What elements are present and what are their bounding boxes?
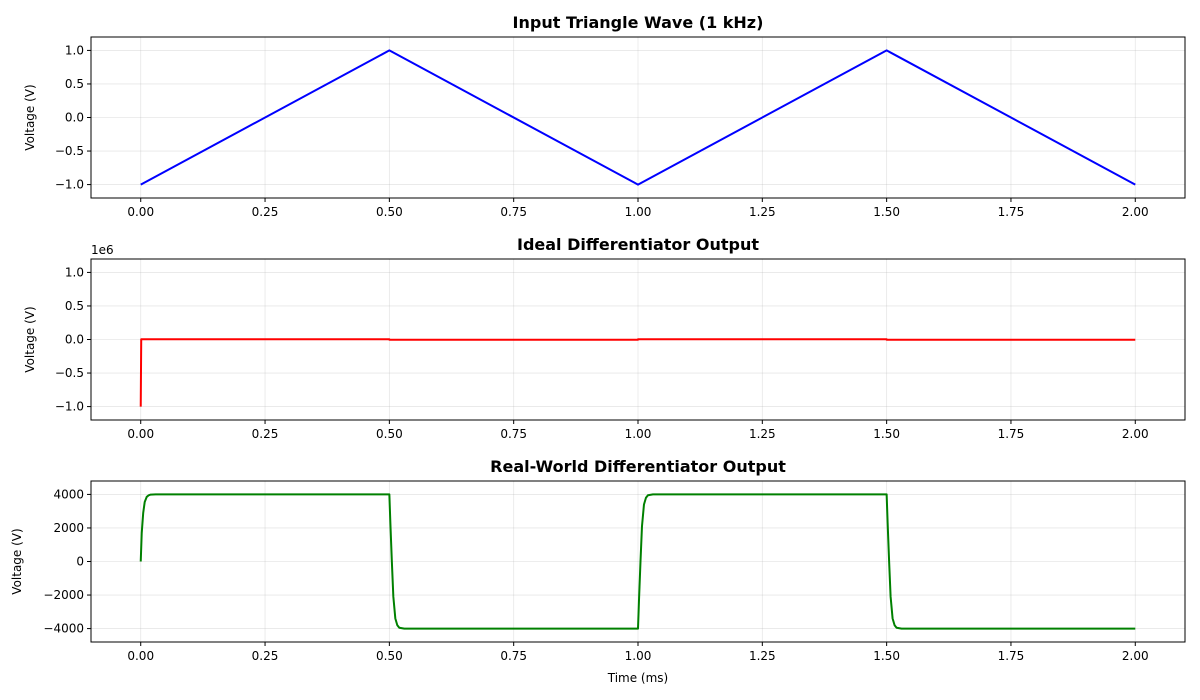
y-tick-label: −2000 [43, 588, 84, 602]
series-line-1 [139, 493, 1136, 630]
series-line-1 [140, 49, 1136, 186]
x-tick-label: 0.50 [376, 649, 403, 663]
y-axis-label: Voltage (V) [23, 84, 37, 150]
x-tick-label: 1.25 [749, 649, 776, 663]
x-tick-label: 0.25 [252, 427, 279, 441]
y-tick-label: 2000 [53, 521, 84, 535]
x-tick-label: 0.00 [127, 427, 154, 441]
y-tick-label: 1.0 [65, 43, 84, 57]
x-tick-label: 0.75 [500, 427, 527, 441]
x-tick-label: 1.75 [998, 427, 1025, 441]
x-tick-label: 1.50 [873, 649, 900, 663]
x-tick-label: 1.50 [873, 427, 900, 441]
x-tick-label: 0.75 [500, 649, 527, 663]
subplot-3: 0.00 0.25 0.50 0.75 1.00 1.25 1.50 1.75 2.00 −400… [10, 457, 1186, 685]
x-tick-label: 1.25 [749, 427, 776, 441]
chart-title: Ideal Differentiator Output [517, 235, 759, 254]
x-tick-label: 1.00 [625, 205, 652, 219]
subplot-1: 0.00 0.25 0.50 0.75 1.00 1.25 1.50 1.75 2.00 −1.0… [23, 13, 1186, 219]
x-tick-label: 1.50 [873, 205, 900, 219]
chart-title: Input Triangle Wave (1 kHz) [513, 13, 764, 32]
x-tick-label: 2.00 [1122, 205, 1149, 219]
y-tick-label: −0.5 [55, 366, 84, 380]
chart-title: Real-World Differentiator Output [490, 457, 786, 476]
x-tick-label: 0.25 [252, 649, 279, 663]
x-tick-label: 1.75 [998, 649, 1025, 663]
subplot-2: 0.00 0.25 0.50 0.75 1.00 1.25 1.50 1.75 2.00 −1.0… [23, 235, 1186, 441]
x-tick-label: 0.50 [376, 205, 403, 219]
x-tick-label: 1.25 [749, 205, 776, 219]
y-axis-label: Voltage (V) [10, 528, 24, 594]
y-axis-label: Voltage (V) [23, 306, 37, 372]
y-tick-label: −1.0 [55, 178, 84, 192]
y-offset-label: 1e6 [91, 243, 114, 257]
x-tick-label: 0.75 [500, 205, 527, 219]
x-tick-label: 0.00 [127, 649, 154, 663]
y-tick-label: 0 [76, 555, 84, 569]
x-tick-label: 1.75 [998, 205, 1025, 219]
y-tick-label: 0.0 [65, 111, 84, 125]
y-tick-label: 0.5 [65, 299, 84, 313]
y-tick-label: −0.5 [55, 144, 84, 158]
y-tick-label: −4000 [43, 622, 84, 636]
x-tick-label: 0.50 [376, 427, 403, 441]
x-tick-label: 2.00 [1122, 649, 1149, 663]
x-tick-label: 1.00 [625, 427, 652, 441]
y-tick-label: 0.5 [65, 77, 84, 91]
x-tick-label: 0.25 [252, 205, 279, 219]
y-tick-label: 4000 [53, 487, 84, 501]
x-axis-label: Time (ms) [607, 671, 669, 685]
x-tick-label: 0.00 [127, 205, 154, 219]
x-tick-label: 2.00 [1122, 427, 1149, 441]
y-tick-label: −1.0 [55, 400, 84, 414]
x-tick-label: 1.00 [625, 649, 652, 663]
y-tick-label: 1.0 [65, 265, 84, 279]
y-tick-label: 0.0 [65, 333, 84, 347]
series-line-1 [139, 338, 1136, 407]
